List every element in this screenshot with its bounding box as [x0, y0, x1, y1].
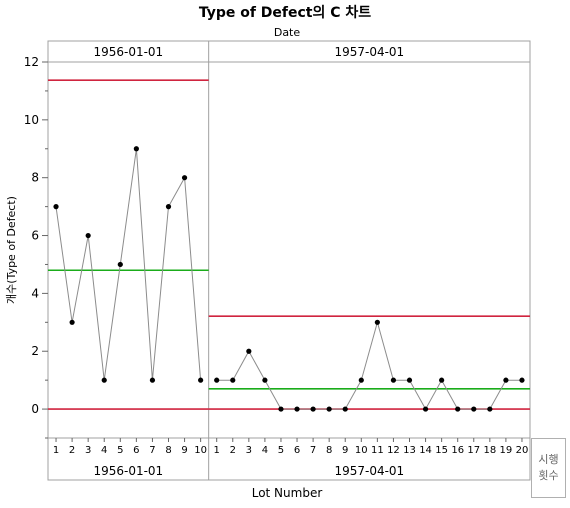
x-tick-label: 10: [194, 445, 207, 456]
y-tick-label: 6: [31, 229, 39, 243]
x-tick-label: 13: [403, 445, 416, 456]
x-tick-label: 2: [69, 445, 75, 456]
y-tick-label: 0: [31, 402, 39, 416]
x-tick-label: 5: [278, 445, 284, 456]
y-tick-label: 10: [24, 113, 39, 127]
x-tick-label: 12: [387, 445, 400, 456]
x-tick-label: 6: [133, 445, 139, 456]
x-tick-label: 5: [117, 445, 123, 456]
phase-2-data-point: [326, 406, 332, 412]
phase-2-data-point: [439, 377, 445, 383]
phase-2-data-point: [246, 348, 252, 354]
x-tick-label: 7: [310, 445, 316, 456]
phase-1-data-point: [133, 146, 139, 152]
phase-1-data-point: [165, 204, 172, 210]
phase-2-data-point: [310, 406, 316, 412]
x-tick-label: 3: [246, 445, 252, 456]
group-axis-label: Date: [274, 26, 301, 39]
x-tick-label: 10: [355, 445, 368, 456]
footer-frame: [47, 438, 531, 481]
phase-2-data-point: [278, 406, 284, 412]
plot-frame: [47, 61, 531, 439]
phase-2-data-point: [214, 377, 220, 383]
phase-1-data-point: [181, 175, 188, 181]
x-tick-label: 2: [230, 445, 236, 456]
x-tick-label: 18: [483, 445, 496, 456]
x-tick-label: 4: [262, 445, 268, 456]
y-tick-label: 2: [31, 344, 39, 358]
phase-2-data-point: [422, 406, 429, 412]
phase-1-data-point: [85, 232, 91, 239]
x-tick-label: 7: [149, 445, 155, 456]
x-tick-label: 9: [342, 445, 348, 456]
x-tick-label: 17: [467, 445, 480, 456]
y-tick-label: 12: [24, 55, 39, 69]
phase-2-data-point: [471, 406, 477, 412]
x-tick-label: 6: [294, 445, 300, 456]
x-tick-label: 19: [500, 445, 513, 456]
y-axis-label: 개수(Type of Defect): [5, 196, 18, 304]
phase-1-data-point: [198, 377, 204, 383]
phase-2-data-point: [342, 406, 348, 412]
phase-1-data-point: [101, 377, 107, 383]
x-tick-label: 3: [85, 445, 91, 456]
x-tick-label: 9: [181, 445, 187, 456]
phase-1-series-line: [55, 148, 202, 381]
run-count-label-2: 횟수: [538, 469, 559, 482]
x-tick-label: 8: [326, 445, 332, 456]
phase-2-data-point: [519, 377, 525, 383]
phase-2-header-label: 1957-04-01: [334, 45, 404, 59]
run-count-label-1: 시행: [538, 453, 559, 466]
phase-2-data-point: [503, 377, 509, 383]
phase-2-data-point: [487, 406, 493, 412]
phase-1-data-point: [69, 319, 75, 325]
x-axis-label: Lot Number: [252, 486, 323, 500]
phase-1-header-label: 1956-01-01: [93, 45, 163, 59]
phase-2-data-point: [358, 377, 364, 383]
x-tick-label: 16: [451, 445, 464, 456]
phase-1-data-point: [53, 204, 59, 210]
phase-1-footer-label: 1956-01-01: [93, 464, 163, 478]
x-tick-label: 14: [419, 445, 432, 456]
phase-2-data-point: [374, 319, 380, 325]
phase-2-series-line: [216, 320, 522, 411]
x-tick-label: 1: [53, 445, 59, 456]
phase-2-data-point: [455, 406, 461, 412]
x-tick-label: 4: [101, 445, 107, 456]
run-count-button[interactable]: 시행 횟수: [531, 438, 566, 498]
phase-2-data-point: [230, 377, 236, 383]
x-tick-label: 15: [435, 445, 448, 456]
phase-2-data-point: [262, 377, 268, 383]
x-tick-label: 8: [165, 445, 171, 456]
phase-2-data-point: [390, 377, 397, 383]
phase-2-data-point: [406, 377, 413, 383]
x-tick-label: 11: [371, 445, 384, 456]
chart-title: Type of Defect의 C 차트: [199, 4, 371, 21]
y-tick-label: 8: [31, 171, 39, 185]
x-tick-label: 1: [214, 445, 220, 456]
phase-2-footer-label: 1957-04-01: [334, 464, 404, 478]
phase-2-data-point: [294, 406, 300, 412]
x-tick-label: 20: [516, 445, 529, 456]
phase-1-data-point: [149, 377, 156, 383]
y-tick-label: 4: [31, 286, 39, 300]
phase-1-data-point: [117, 261, 123, 268]
